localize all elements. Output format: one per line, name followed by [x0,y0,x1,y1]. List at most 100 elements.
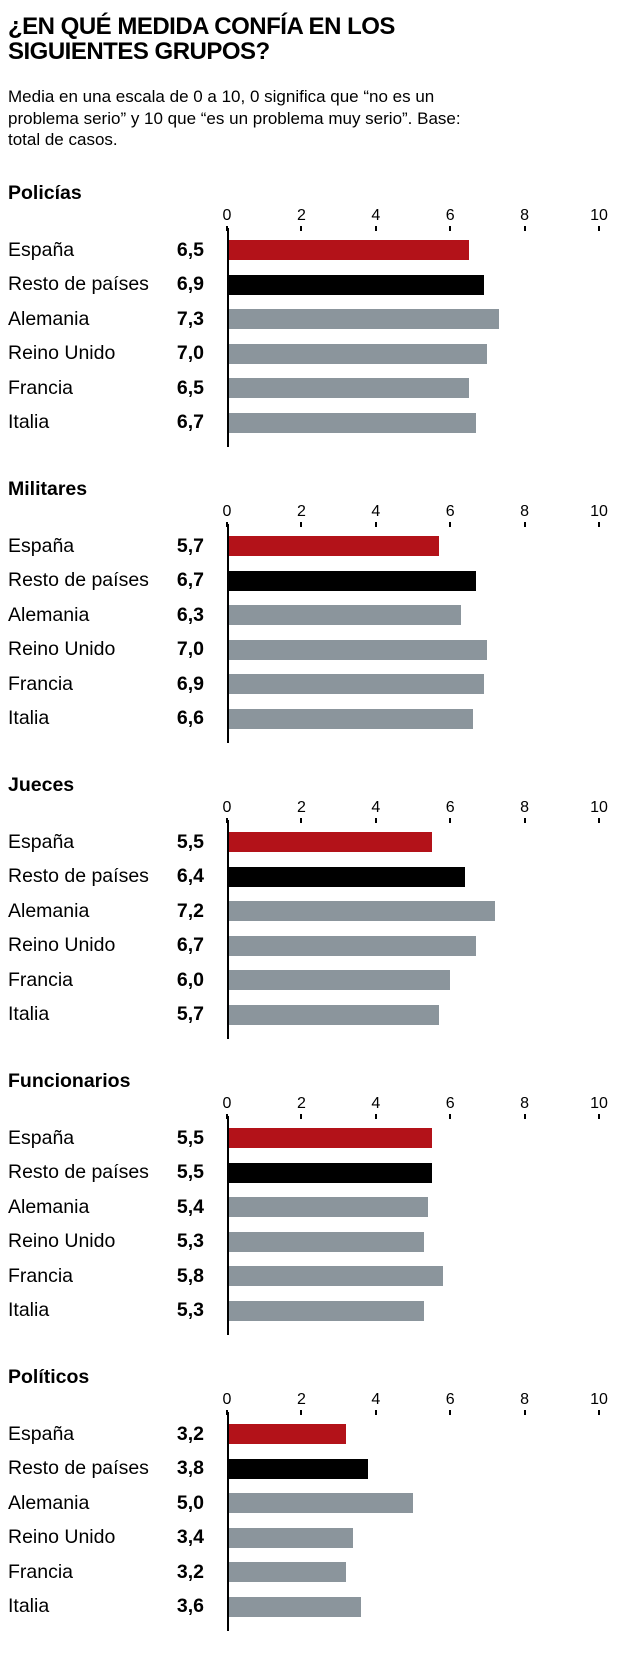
chart-section: Políticos 0 2 4 6 8 10 España 3,2 Resto de países… [8,1366,613,1632]
axis-tick-label: 4 [371,799,381,817]
bar-track [227,378,599,399]
axis-tick-label: 2 [296,207,306,225]
bar [227,1128,432,1149]
chart-section-title: Políticos [8,1366,90,1389]
value-label: 5,5 [176,830,204,853]
bar-track [227,536,599,557]
bar [227,378,469,399]
bar-row: España 5,7 [8,529,613,564]
axis-tick-mark [449,1410,452,1416]
value-label: 7,0 [176,342,204,365]
bar [227,1424,347,1445]
chart-plot: 0 2 4 6 8 10 España 5,5 Resto de países 5,5 Aleman… [8,1095,613,1336]
bar-track [227,674,599,695]
bar-track [227,1004,599,1025]
value-label: 6,9 [176,273,204,296]
axis-tick-label: 4 [371,503,381,521]
axis-tick-label: 8 [520,1095,530,1113]
axis-tick-mark [523,1114,526,1120]
category-label: Alemania [8,307,90,330]
bar-row: Italia 6,6 [8,702,613,737]
page-subtitle: Media en una escala de 0 a 10, 0 signifi… [8,87,461,149]
bar-row: Reino Unido 7,0 [8,633,613,668]
chart-section-title: Policías [8,182,82,205]
chart-plot: 0 2 4 6 8 10 España 5,5 Resto de países 6,4 Aleman… [8,799,613,1040]
category-label: Italia [8,707,50,730]
value-label: 6,4 [176,865,204,888]
bar [227,536,440,557]
category-label: Francia [8,1560,74,1583]
bar-row: Francia 5,8 [8,1259,613,1294]
axis-tick-label: 8 [520,503,530,521]
bar-rows: España 5,7 Resto de países 6,7 Alemania 6,3 Re… [8,529,613,736]
bar-track [227,1266,599,1287]
axis-tick-label: 4 [371,1391,381,1409]
bar-row: Francia 3,2 [8,1555,613,1590]
bar-track [227,1596,599,1617]
category-label: Francia [8,376,74,399]
value-label: 5,4 [176,1195,204,1218]
value-label: 5,7 [176,1003,204,1026]
bar [227,1300,425,1321]
bar-row: Italia 5,7 [8,998,613,1033]
bar-row: Italia 6,7 [8,406,613,441]
value-label: 7,2 [176,899,204,922]
axis-tick-mark [598,522,600,528]
bar-row: Italia 5,3 [8,1294,613,1329]
bar [227,1493,413,1514]
category-label: Reino Unido [8,1230,116,1253]
bar-track [227,708,599,729]
bar [227,935,477,956]
value-label: 5,7 [176,534,204,557]
chart-section-title: Jueces [8,774,75,797]
axis-tick-mark [374,1410,377,1416]
bar-track [227,274,599,295]
bar-track [227,605,599,626]
axis-tick-label: 8 [520,1391,530,1409]
axis-tick-label: 2 [296,503,306,521]
x-axis: 0 2 4 6 8 10 [223,1095,608,1121]
bar-track [227,1162,599,1183]
bar-row: Reino Unido 7,0 [8,337,613,372]
axis-tick-mark [598,1410,600,1416]
bar-row: Reino Unido 6,7 [8,929,613,964]
axis-baseline [227,1412,229,1632]
axis-tick-label: 0 [222,207,232,225]
bar-track [227,832,599,853]
axis-tick-label: 0 [222,1095,232,1113]
value-label: 6,6 [176,707,204,730]
axis-tick-mark [300,522,303,528]
value-label: 3,2 [176,1422,204,1445]
value-label: 3,2 [176,1560,204,1583]
chart-section: Funcionarios 0 2 4 6 8 10 España 5,5 Resto de paí… [8,1070,613,1336]
axis-tick-mark [300,1114,303,1120]
bar-track [227,1424,599,1445]
axis-tick-label: 6 [445,1095,455,1113]
value-label: 6,7 [176,569,204,592]
axis-tick-label: 2 [296,1391,306,1409]
bar [227,1162,432,1183]
value-label: 7,3 [176,307,204,330]
header: ¿EN QUÉ MEDIDA CONFÍA EN LOS SIGUIENTES … [8,14,613,150]
bar-row: España 3,2 [8,1417,613,1452]
bar [227,1458,369,1479]
category-label: Reino Unido [8,342,116,365]
chart-plot: 0 2 4 6 8 10 España 5,7 Resto de países 6,7 Aleman… [8,503,613,744]
value-label: 5,8 [176,1264,204,1287]
bar [227,1596,361,1617]
bar-row: Alemania 5,0 [8,1486,613,1521]
bar-row: Reino Unido 5,3 [8,1225,613,1260]
bar [227,309,499,330]
x-axis: 0 2 4 6 8 10 [223,503,608,529]
axis-tick-mark [598,818,600,824]
bar-row: Francia 6,0 [8,963,613,998]
bar-track [227,309,599,330]
bar [227,639,488,660]
bar [227,570,477,591]
bar-row: Resto de países 6,4 [8,860,613,895]
value-label: 6,7 [176,411,204,434]
chart-section: Jueces 0 2 4 6 8 10 España 5,5 Resto de países 6,4… [8,774,613,1040]
axis-tick-label: 2 [296,799,306,817]
axis-tick-label: 6 [445,207,455,225]
value-label: 3,6 [176,1595,204,1618]
